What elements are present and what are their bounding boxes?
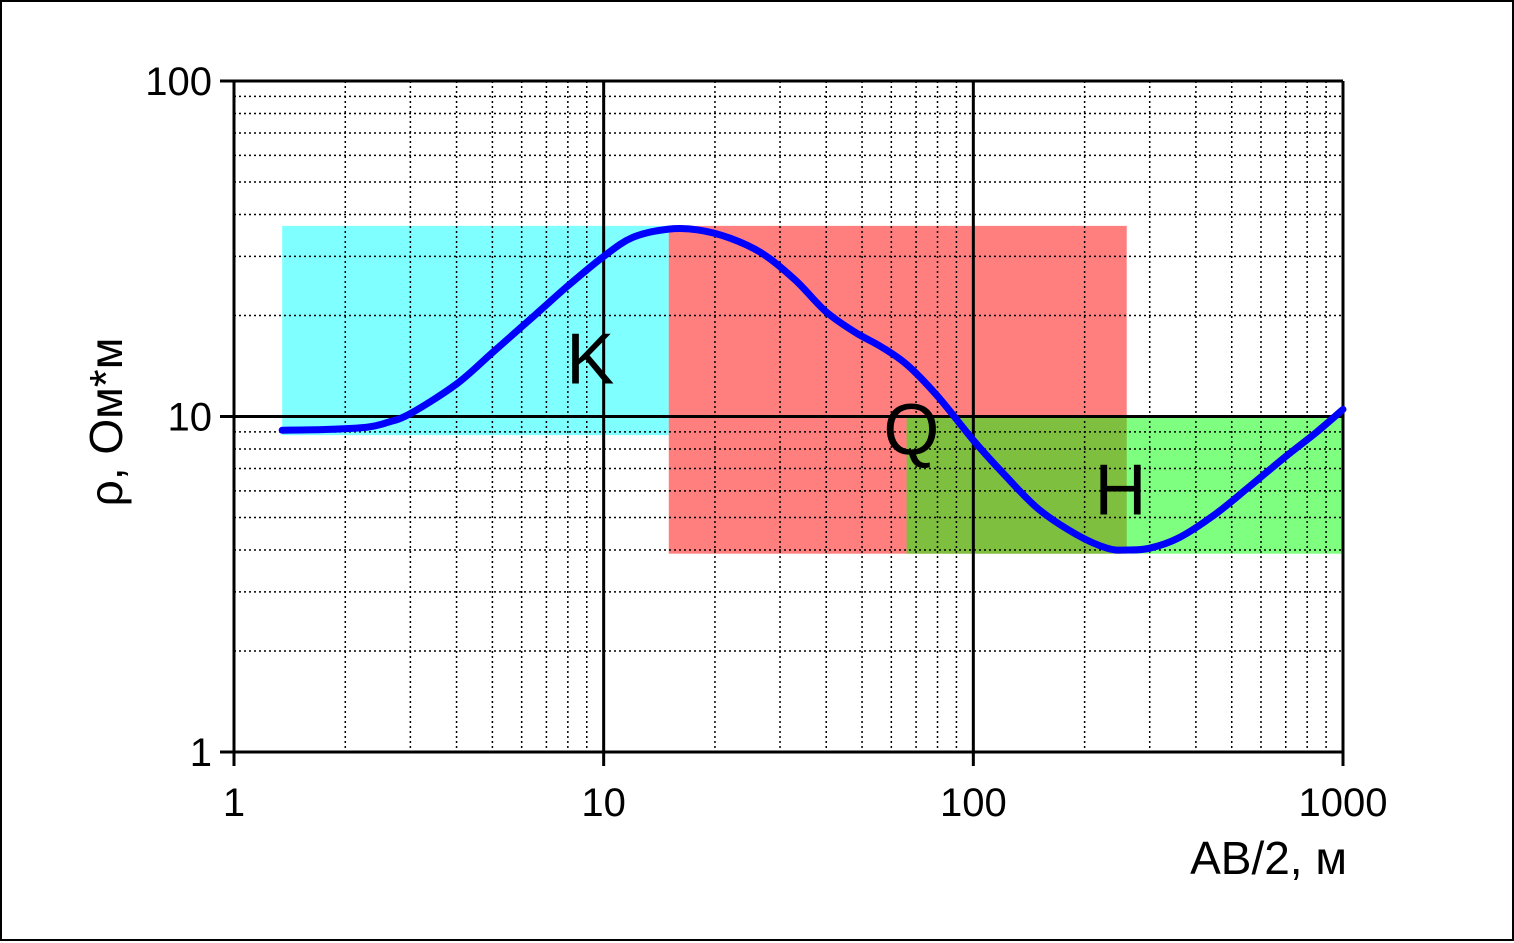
- y-axis-label: ρ, Ом*м: [80, 338, 132, 507]
- x-axis-label: AB/2, м: [1190, 832, 1347, 884]
- y-tick-label: 10: [168, 396, 213, 440]
- y-tick-label: 100: [145, 60, 212, 104]
- region-label-h: H: [1094, 451, 1146, 531]
- y-tick-label: 1: [190, 731, 212, 775]
- region-label-k: K: [566, 319, 614, 399]
- x-tick-label: 1000: [1299, 781, 1388, 825]
- x-tick-label: 10: [581, 781, 626, 825]
- resistivity-curve: [278, 224, 1347, 554]
- x-tick-label: 1: [223, 781, 245, 825]
- x-tick-label: 100: [940, 781, 1007, 825]
- region-h: [906, 416, 1343, 554]
- region-label-q: Q: [883, 391, 939, 471]
